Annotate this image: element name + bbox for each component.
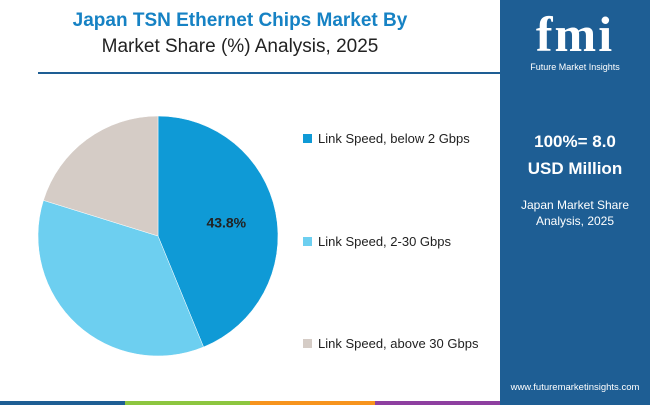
market-total: 100%= 8.0 USD Million xyxy=(500,128,650,182)
bottom-bar-segment xyxy=(250,401,375,405)
legend-item-above-30-gbps: Link Speed, above 30 Gbps xyxy=(303,336,478,351)
legend-swatch xyxy=(303,339,312,348)
title-divider xyxy=(38,72,500,74)
bottom-bar-segment xyxy=(0,401,125,405)
chart-title: Japan TSN Ethernet Chips Market By Marke… xyxy=(40,8,440,60)
title-line-1: Japan TSN Ethernet Chips Market By xyxy=(72,10,408,31)
side-panel: fmi Future Market Insights 100%= 8.0 USD… xyxy=(500,0,650,405)
website-link[interactable]: www.futuremarketinsights.com xyxy=(510,382,640,393)
pie-chart: 43.8% xyxy=(37,115,279,357)
bottom-bar-segment xyxy=(375,401,500,405)
pie-slice-0 xyxy=(157,115,279,348)
panel-caption-line-2: Analysis, 2025 xyxy=(535,214,615,228)
legend-item-2-30-gbps: Link Speed, 2-30 Gbps xyxy=(303,234,451,249)
legend-swatch xyxy=(303,134,312,143)
title-line-2: Market Share (%) Analysis, 2025 xyxy=(101,36,379,57)
logo-subtitle: Future Market Insights xyxy=(530,62,620,72)
legend-label: Link Speed, above 30 Gbps xyxy=(318,336,479,351)
legend-item-below-2-gbps: Link Speed, below 2 Gbps xyxy=(303,131,470,146)
bottom-color-bar xyxy=(0,401,500,405)
legend-label: Link Speed, 2-30 Gbps xyxy=(318,234,451,249)
fmi-logo: fmi Future Market Insights xyxy=(512,6,638,76)
legend-swatch xyxy=(303,237,312,246)
pie-slice-1 xyxy=(37,200,204,357)
panel-caption: Japan Market Share Analysis, 2025 xyxy=(500,197,650,229)
market-total-unit: USD Million xyxy=(527,159,623,178)
legend-label: Link Speed, below 2 Gbps xyxy=(318,131,470,146)
pie-slice-2 xyxy=(43,115,159,237)
panel-caption-line-1: Japan Market Share xyxy=(520,198,630,212)
pie-data-label-0: 43.8% xyxy=(206,215,246,231)
bottom-bar-segment xyxy=(125,401,250,405)
logo-wordmark: fmi xyxy=(535,6,615,62)
market-total-value: 100%= 8.0 xyxy=(534,132,616,151)
